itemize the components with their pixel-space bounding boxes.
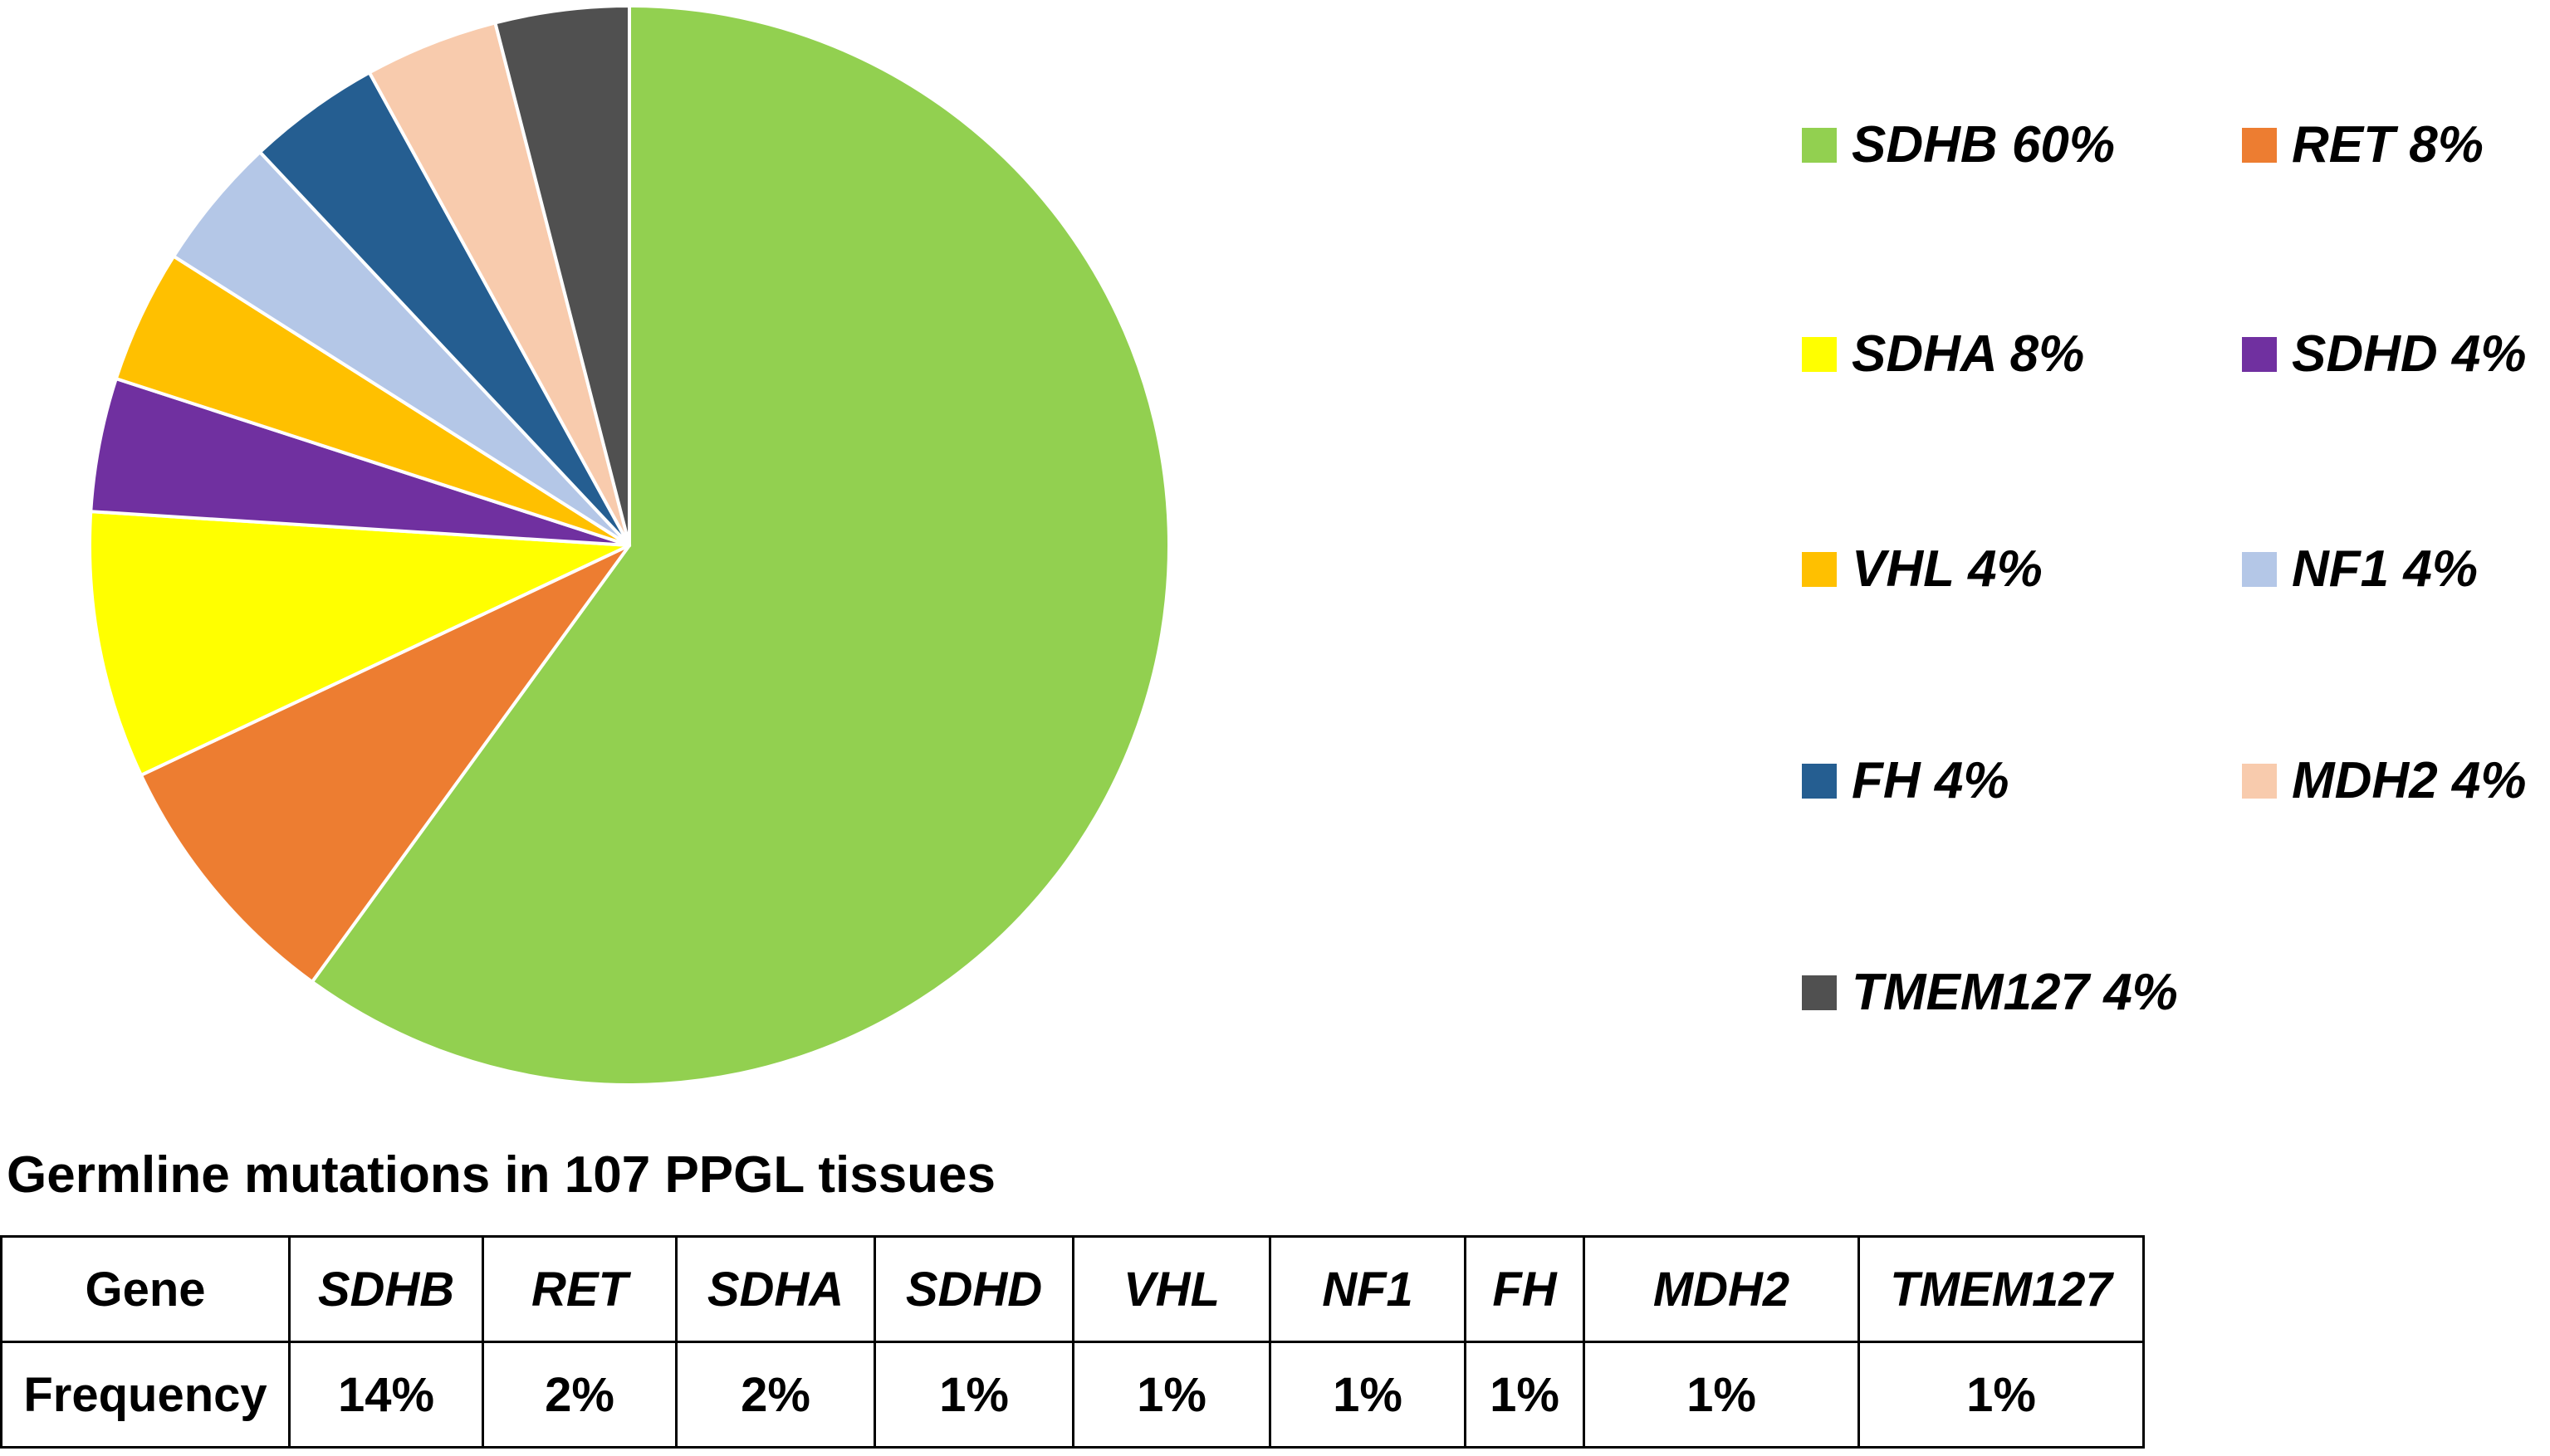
legend-label-tmem127: TMEM127 4% <box>1852 964 2178 1021</box>
legend-swatch-sdhd <box>2242 336 2277 372</box>
legend-item-ret: RET 8% <box>2242 115 2484 174</box>
table-row-frequency: Frequency 14% 2% 2% 1% 1% 1% 1% 1% 1% <box>0 1341 2145 1449</box>
pie-slice-ret <box>139 544 631 984</box>
legend-item-fh: FH 4% <box>1802 751 2009 810</box>
pie-slice-sdha <box>88 510 631 777</box>
gene-cell: NF1 <box>1269 1235 1466 1343</box>
legend-swatch-fh <box>1802 763 1837 799</box>
frequency-cell: 2% <box>675 1341 876 1449</box>
pie-slice-sdhb <box>310 4 1171 1087</box>
frequency-cell: 1% <box>1583 1341 1860 1449</box>
legend-label-fh: FH 4% <box>1852 752 2009 809</box>
legend-swatch-ret <box>2242 127 2277 163</box>
legend-item-sdhb: SDHB 60% <box>1802 115 2115 174</box>
gene-cell: RET <box>482 1235 678 1343</box>
legend-item-tmem127: TMEM127 4% <box>1802 963 2178 1022</box>
legend-swatch-sdha <box>1802 336 1837 372</box>
gene-cell: SDHB <box>288 1235 484 1343</box>
legend-label-sdha: SDHA 8% <box>1852 325 2085 383</box>
pie-slice-tmem127 <box>493 4 631 547</box>
frequency-cell: 1% <box>1072 1341 1271 1449</box>
legend-item-mdh2: MDH2 4% <box>2242 751 2527 810</box>
gene-cell: FH <box>1464 1235 1585 1343</box>
table-row-gene: Gene SDHB RET SDHA SDHD VHL NF1 FH MDH2 … <box>0 1235 2145 1343</box>
legend-item-sdhd: SDHD 4% <box>2242 325 2527 384</box>
legend-label-nf1: NF1 4% <box>2292 540 2478 598</box>
frequency-cell: 14% <box>288 1341 484 1449</box>
legend-label-vhl: VHL 4% <box>1852 540 2043 598</box>
gene-cell: SDHA <box>675 1235 876 1343</box>
legend-item-vhl: VHL 4% <box>1802 540 2043 599</box>
mutation-frequency-table: Gene SDHB RET SDHA SDHD VHL NF1 FH MDH2 … <box>0 1235 2145 1449</box>
gene-cell: TMEM127 <box>1857 1235 2145 1343</box>
legend-label-sdhd: SDHD 4% <box>2292 325 2527 383</box>
legend-swatch-nf1 <box>2242 551 2277 587</box>
legend-label-ret: RET 8% <box>2292 116 2484 173</box>
frequency-cell: 1% <box>1464 1341 1585 1449</box>
legend-swatch-tmem127 <box>1802 975 1837 1010</box>
legend-swatch-vhl <box>1802 551 1837 587</box>
gene-cell: MDH2 <box>1583 1235 1860 1343</box>
legend-label-sdhb: SDHB 60% <box>1852 116 2115 173</box>
frequency-cell: 1% <box>874 1341 1074 1449</box>
gene-cell: SDHD <box>874 1235 1074 1343</box>
frequency-cell: 1% <box>1857 1341 2145 1449</box>
table-title: Germline mutations in 107 PPGL tissues <box>7 1146 996 1204</box>
frequency-cell: 1% <box>1269 1341 1466 1449</box>
frequency-cell: 2% <box>482 1341 678 1449</box>
gene-cell: VHL <box>1072 1235 1271 1343</box>
legend-item-sdha: SDHA 8% <box>1802 325 2084 384</box>
row-header-gene: Gene <box>0 1235 291 1343</box>
legend-swatch-sdhb <box>1802 127 1837 163</box>
row-header-frequency: Frequency <box>0 1341 291 1449</box>
legend-label-mdh2: MDH2 4% <box>2292 752 2527 809</box>
pie-chart <box>88 4 1171 1087</box>
legend-swatch-mdh2 <box>2242 763 2277 799</box>
legend-item-nf1: NF1 4% <box>2242 540 2478 599</box>
